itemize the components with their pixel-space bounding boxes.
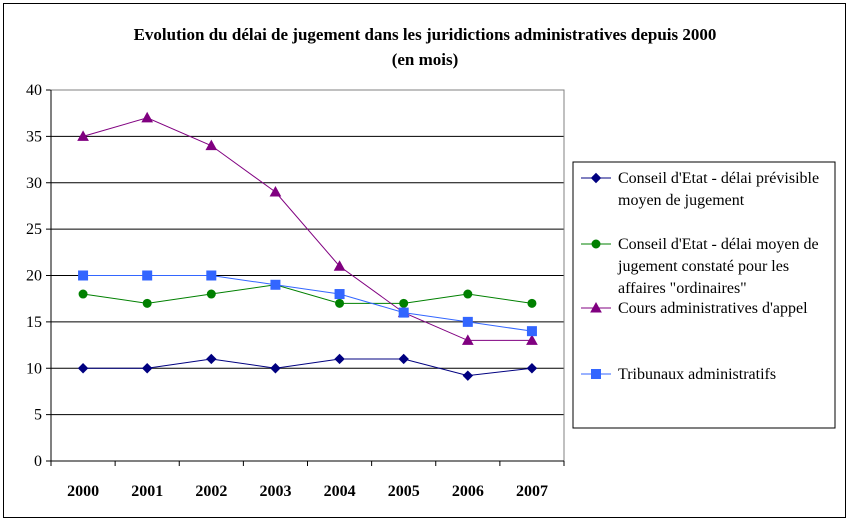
data-point	[335, 298, 345, 308]
chart-title: Evolution du délai de jugement dans les …	[134, 25, 717, 44]
series-1	[77, 353, 538, 381]
data-point	[206, 353, 217, 365]
legend-marker	[591, 239, 601, 249]
x-tick-label: 2005	[388, 483, 420, 500]
data-point	[77, 130, 89, 141]
data-point	[142, 298, 152, 308]
data-point	[141, 363, 153, 374]
data-point	[333, 260, 346, 271]
x-tick-label: 2006	[452, 483, 484, 500]
axes: 0 5 10 15 20 25 30 35 40 2000 2001 2002 2003 2004 2005…	[26, 82, 565, 500]
y-tick-label: 15	[26, 314, 42, 331]
x-tick-label: 2003	[259, 483, 291, 500]
data-point	[398, 307, 409, 318]
legend-box	[572, 161, 836, 429]
data-point	[270, 279, 281, 290]
x-tick-label: 2007	[516, 483, 548, 500]
legend: Conseil d'Etat - délai prévisible moyen d…	[572, 161, 836, 429]
legend-marker	[590, 301, 602, 313]
y-tick-label: 5	[34, 407, 42, 424]
legend-label: jugement constaté pour les	[617, 258, 789, 275]
data-point	[526, 334, 538, 345]
data-point	[270, 363, 281, 374]
x-tick-label: 2004	[324, 483, 356, 500]
y-tick-label: 30	[26, 175, 42, 192]
y-tick-label: 20	[26, 268, 42, 285]
series-line	[83, 358, 532, 377]
legend-item: Conseil d'Etat - délai prévisible moyen d…	[581, 170, 819, 209]
legend-item: Cours administratives d'appel	[581, 300, 808, 317]
data-point	[78, 289, 88, 299]
data-point	[141, 111, 154, 123]
data-point	[206, 270, 217, 281]
legend-label: Cours administratives d'appel	[618, 300, 808, 317]
data-point	[142, 270, 153, 281]
gridlines	[51, 89, 564, 416]
data-point	[334, 289, 345, 300]
legend-label: Conseil d'Etat - délai prévisible	[618, 170, 819, 187]
legend-label: moyen de jugement	[618, 192, 745, 209]
legend-item: Tribunaux administratifs	[581, 366, 776, 383]
x-tick-label: 2002	[195, 483, 227, 500]
data-point	[463, 289, 473, 299]
data-point	[462, 316, 473, 327]
legend-marker	[591, 369, 601, 379]
y-tick-label: 10	[26, 360, 42, 377]
legend-item: Conseil d'Etat - délai moyen de jugement …	[581, 236, 819, 297]
legend-label: Conseil d'Etat - délai moyen de	[618, 236, 819, 253]
data-point	[398, 353, 409, 365]
data-point	[269, 185, 282, 197]
data-point	[526, 363, 538, 374]
data-point	[526, 326, 537, 337]
data-point	[205, 139, 218, 151]
y-tick-label: 25	[26, 221, 42, 238]
data-point	[399, 298, 409, 308]
chart-subtitle: (en mois)	[392, 50, 459, 69]
x-tick-label: 2000	[67, 483, 99, 500]
data-point	[462, 370, 474, 381]
y-tick-label: 35	[26, 128, 42, 145]
x-tick-label: 2001	[131, 483, 163, 500]
series-line	[83, 275, 533, 332]
legend-label: affaires "ordinaires"	[618, 280, 747, 297]
data-point	[461, 334, 474, 345]
legend-marker	[590, 172, 602, 184]
series-2	[78, 280, 537, 308]
data-point	[206, 289, 216, 299]
series-line	[82, 117, 532, 341]
series-line	[82, 284, 533, 304]
data-point	[527, 298, 537, 308]
y-tick-label: 40	[26, 82, 42, 99]
data-point	[78, 270, 89, 281]
series-group	[77, 111, 538, 381]
data-point	[77, 363, 89, 374]
data-point	[334, 353, 345, 365]
y-tick-label: 0	[34, 453, 42, 470]
legend-label: Tribunaux administratifs	[618, 366, 776, 383]
series-4	[78, 270, 537, 337]
